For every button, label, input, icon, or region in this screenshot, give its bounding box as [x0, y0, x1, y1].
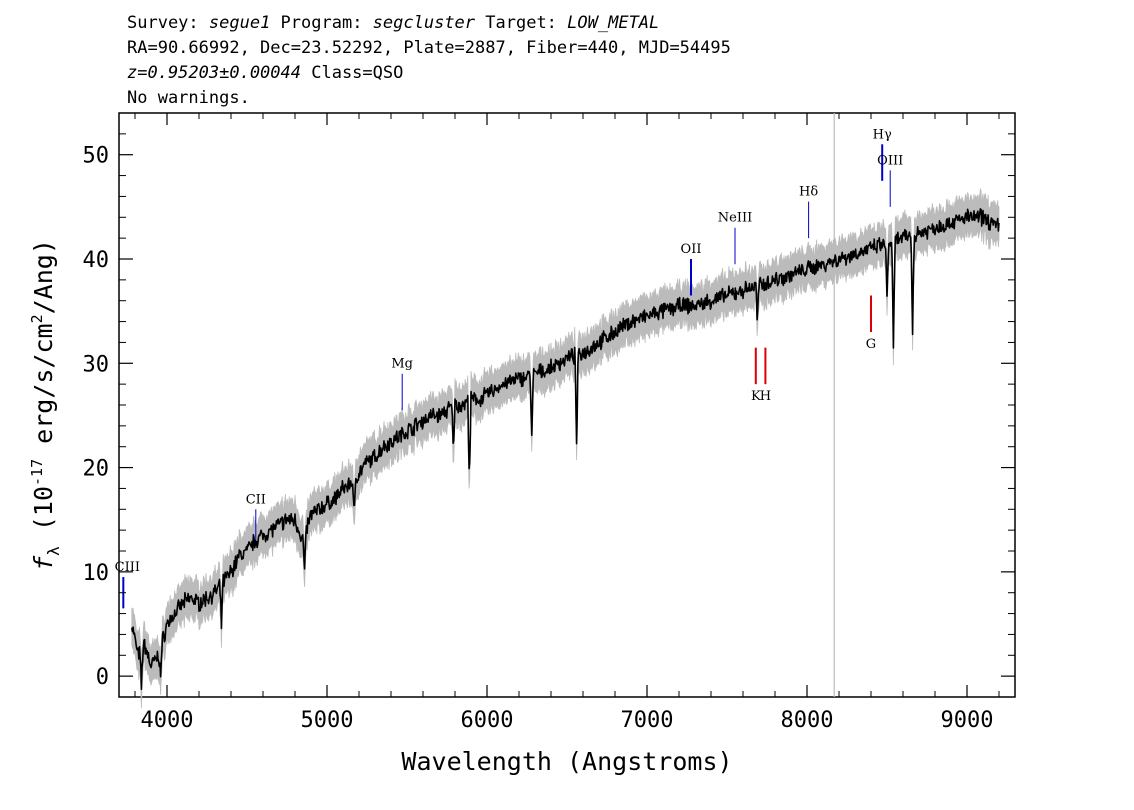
y-tick-label-4: 40 — [83, 248, 110, 273]
line-label-5: Hδ — [799, 185, 818, 200]
target-label: Target: — [475, 13, 567, 33]
line-label-10: G — [866, 337, 876, 352]
x-tick-label-1: 5000 — [301, 708, 354, 733]
y-tick-label-2: 20 — [83, 457, 110, 482]
x-axis-label: Wavelength (Angstroms) — [401, 747, 732, 776]
line-label-4: NeIII — [718, 211, 752, 226]
target-value: LOW_METAL — [567, 13, 659, 33]
y-tick-label-5: 50 — [83, 144, 110, 169]
header-line-3: z=0.95203±0.00044 Class=QSO — [127, 63, 403, 83]
x-tick-label-5: 9000 — [941, 708, 994, 733]
line-label-3: OII — [681, 242, 702, 257]
program-value: segcluster — [373, 13, 476, 33]
x-tick-label-0: 4000 — [141, 708, 194, 733]
line-label-6: Hγ — [873, 127, 892, 142]
y-tick-label-3: 30 — [83, 352, 110, 377]
y-tick-label-0: 0 — [96, 665, 109, 690]
y-axis-label: fλ (10-17 erg/s/cm2/Ang) — [28, 239, 63, 571]
x-tick-label-2: 6000 — [461, 708, 514, 733]
x-tick-label-3: 7000 — [621, 708, 674, 733]
line-label-2: Mg — [391, 357, 413, 372]
line-label-9: H — [760, 389, 771, 404]
line-label-0: CIII — [115, 560, 140, 575]
line-label-8: K — [751, 389, 761, 404]
y-tick-label-1: 10 — [83, 561, 110, 586]
class-value: Class=QSO — [301, 63, 403, 83]
survey-label: Survey: — [127, 13, 209, 33]
survey-value: segue1 — [209, 13, 270, 33]
line-label-1: CII — [246, 492, 266, 507]
x-tick-label-4: 8000 — [781, 708, 834, 733]
flux-line — [131, 208, 1000, 691]
program-label: Program: — [270, 13, 372, 33]
header-line-2: RA=90.66992, Dec=23.52292, Plate=2887, F… — [127, 38, 731, 58]
error-band — [131, 188, 1000, 709]
line-label-7: OIII — [877, 153, 903, 168]
redshift-value: z=0.95203±0.00044 — [127, 63, 301, 83]
plot-frame — [118, 112, 1016, 698]
header-line-4: No warnings. — [127, 88, 250, 108]
header-line-1: Survey: segue1 Program: segcluster Targe… — [127, 13, 659, 33]
